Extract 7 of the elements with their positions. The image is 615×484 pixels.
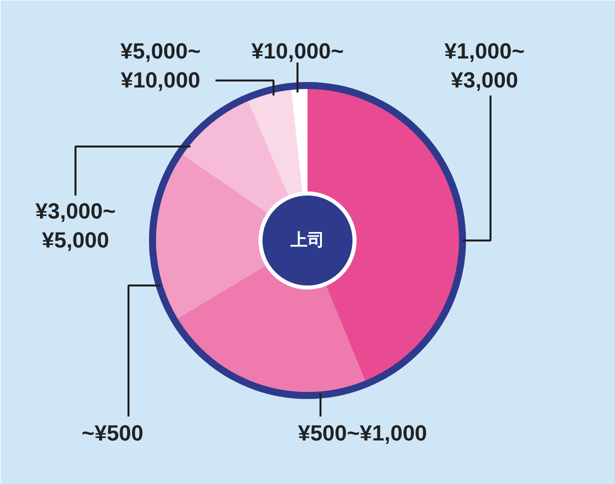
text: 上司 <box>290 230 324 250</box>
slice-label: ¥1,000~ ¥3,000 <box>444 38 525 92</box>
slice-label: ¥10,000~ <box>251 38 344 64</box>
slice-label: ¥5,000~ ¥10,000 <box>120 38 201 92</box>
slice-label: ~¥500 <box>82 420 144 446</box>
slice-label: ¥500~¥1,000 <box>298 420 428 446</box>
slice-label: ¥3,000~ ¥5,000 <box>35 198 116 252</box>
